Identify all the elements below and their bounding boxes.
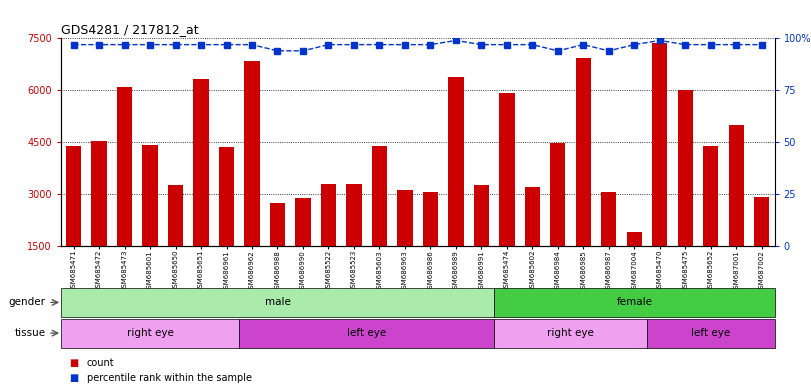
Text: female: female [616, 297, 652, 308]
Bar [346, 184, 362, 246]
Text: left eye: left eye [691, 328, 731, 338]
Bar [143, 145, 157, 246]
Bar [219, 147, 234, 246]
Bar [193, 79, 208, 246]
Bar [550, 143, 565, 246]
Text: count: count [87, 358, 114, 368]
Text: gender: gender [9, 297, 45, 308]
Bar [321, 184, 336, 246]
Bar [474, 185, 489, 246]
Bar [678, 89, 693, 246]
Bar [423, 192, 438, 246]
Text: male: male [264, 297, 290, 308]
Bar [728, 126, 744, 246]
Bar [647, 319, 775, 348]
Text: ■: ■ [69, 373, 78, 383]
Bar [244, 61, 260, 246]
Text: left eye: left eye [347, 328, 386, 338]
Bar [168, 185, 183, 246]
Bar [754, 197, 770, 246]
Bar [92, 141, 107, 246]
Bar [295, 199, 311, 246]
Bar [601, 192, 616, 246]
Bar [494, 319, 647, 348]
Bar [61, 319, 239, 348]
Bar [448, 77, 464, 246]
Bar [397, 190, 413, 246]
Text: right eye: right eye [127, 328, 174, 338]
Text: GDS4281 / 217812_at: GDS4281 / 217812_at [61, 23, 199, 36]
Bar [66, 146, 81, 246]
Bar [576, 58, 591, 246]
Bar [239, 319, 494, 348]
Bar [500, 93, 514, 246]
Bar [703, 146, 719, 246]
Bar [652, 43, 667, 246]
Text: tissue: tissue [15, 328, 45, 338]
Text: percentile rank within the sample: percentile rank within the sample [87, 373, 251, 383]
Text: right eye: right eye [547, 328, 594, 338]
Text: ■: ■ [69, 358, 78, 368]
Bar [525, 187, 540, 246]
Bar [371, 146, 387, 246]
Bar [61, 288, 494, 317]
Bar [494, 288, 775, 317]
Bar [270, 203, 285, 246]
Bar [117, 88, 132, 246]
Bar [627, 232, 642, 246]
